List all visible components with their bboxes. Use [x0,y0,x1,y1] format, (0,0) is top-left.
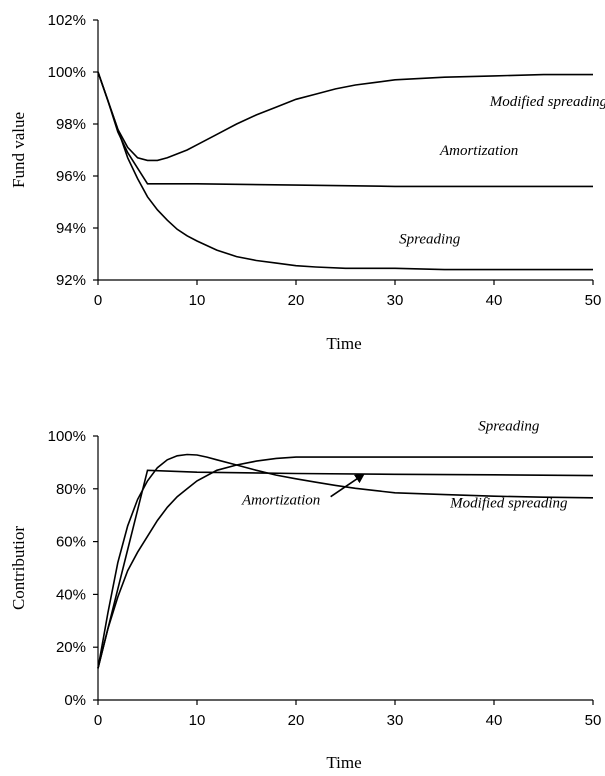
x-tick-label: 10 [189,292,206,309]
y-tick-label: 80% [56,481,86,498]
series-line-spreading [97,456,593,669]
series-line-modified-spreading [97,71,593,162]
x-tick-label: 50 [585,712,602,729]
annotation-amortization: Amortization [439,143,518,159]
series-line-spreading [97,71,593,271]
x-tick-label: 30 [387,292,404,309]
contributor-chart: Contributior Time 0% 20% 40% 60% 80% 100% 0 10 2… [9,419,601,772]
time-axis-title-bottom: Time [326,753,361,772]
x-tick-label: 30 [387,712,404,729]
y-tick-label: 96% [56,168,86,185]
x-tick-label: 0 [94,292,102,309]
y-tick-label: 60% [56,534,86,551]
x-tick-label: 10 [189,712,206,729]
y-tick-label: 100% [48,64,86,81]
x-tick-label: 40 [486,712,503,729]
annotation-modified-spreading: Modified spreading [489,94,605,110]
amortization-arrow [330,473,365,498]
y-tick-label: 92% [56,272,86,289]
annotation-modified-spreading: Modified spreading [449,495,568,511]
y-tick-label: 94% [56,220,86,237]
y-tick-label: 0% [64,692,86,709]
series-line-amortization [97,469,594,669]
annotation-amortization: Amortization [241,493,320,509]
y-tick-label: 98% [56,116,86,133]
x-tick-label: 0 [94,712,102,729]
time-axis-title-top: Time [326,334,361,353]
x-tick-label: 20 [288,712,305,729]
series-line-amortization [97,71,593,188]
fund-value-chart: Fund value Time 92% 94% 96% 98% 100% 102% 0 10 2… [9,12,605,353]
x-tick-label: 40 [486,292,503,309]
y-tick-label: 100% [48,428,86,445]
fund-value-axis-title: Fund value [9,112,28,188]
annotation-spreading: Spreading [478,419,540,435]
contributor-axis-title: Contributior [9,526,28,610]
annotation-spreading: Spreading [399,232,461,248]
y-tick-label: 40% [56,586,86,603]
y-tick-label: 20% [56,639,86,656]
series-line-modified-spreading [97,453,594,669]
x-tick-label: 20 [288,292,305,309]
x-tick-label: 50 [585,292,602,309]
y-tick-label: 102% [48,12,86,29]
